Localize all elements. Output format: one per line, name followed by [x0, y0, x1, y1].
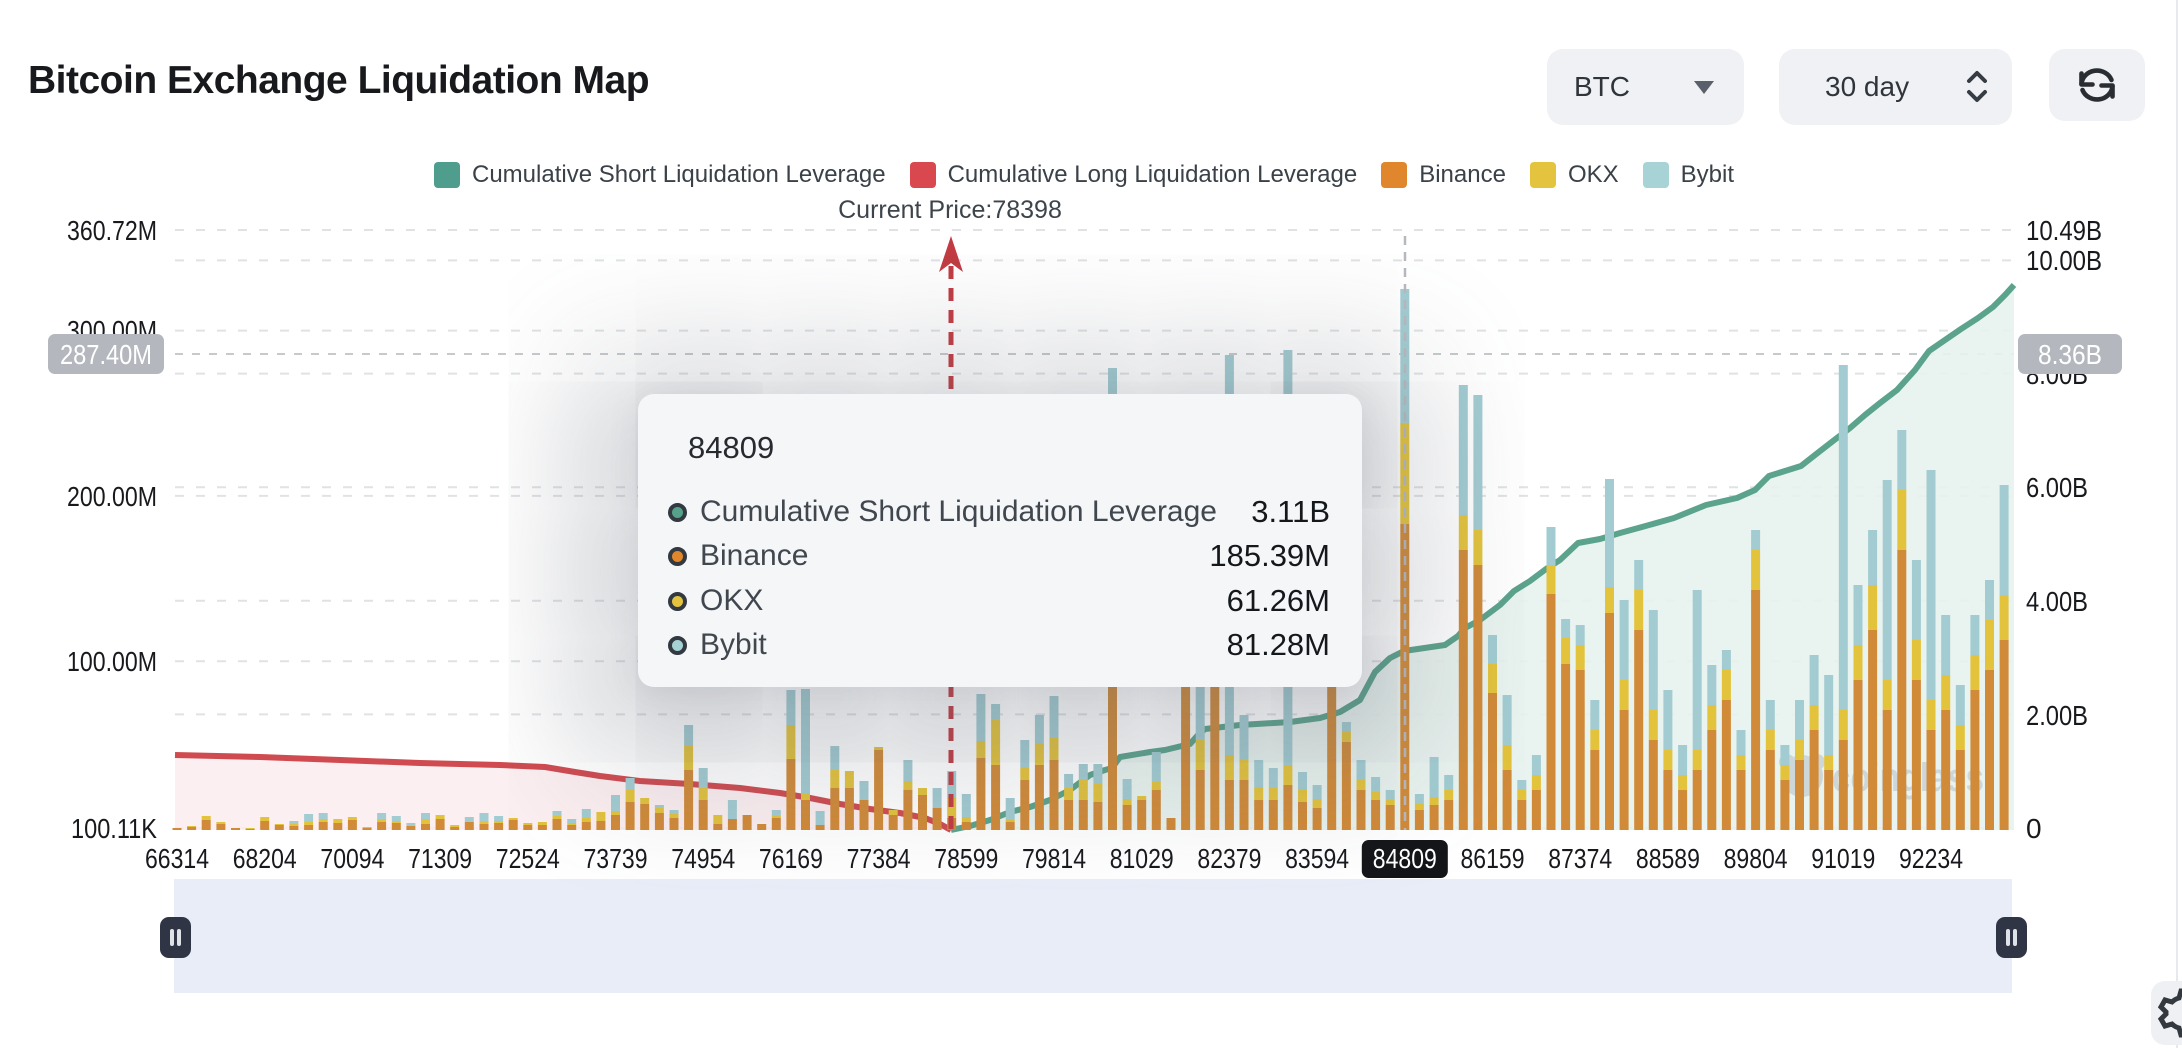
- svg-text:74954: 74954: [671, 843, 735, 874]
- svg-text:10.49B: 10.49B: [2026, 215, 2102, 246]
- svg-text:100.00M: 100.00M: [67, 646, 157, 677]
- svg-text:100.11K: 100.11K: [71, 813, 157, 844]
- svg-text:77384: 77384: [847, 843, 911, 874]
- svg-text:84809: 84809: [1373, 843, 1437, 874]
- svg-text:91019: 91019: [1811, 843, 1875, 874]
- svg-text:81029: 81029: [1110, 843, 1174, 874]
- svg-text:10.00B: 10.00B: [2026, 245, 2102, 276]
- svg-text:6.00B: 6.00B: [2026, 472, 2088, 503]
- svg-text:79814: 79814: [1022, 843, 1086, 874]
- svg-text:287.40M: 287.40M: [60, 339, 152, 370]
- svg-text:8.36B: 8.36B: [2038, 339, 2102, 370]
- svg-text:72524: 72524: [496, 843, 560, 874]
- svg-text:92234: 92234: [1899, 843, 1963, 874]
- svg-text:87374: 87374: [1548, 843, 1612, 874]
- svg-text:0: 0: [2026, 813, 2042, 844]
- svg-text:2.00B: 2.00B: [2026, 700, 2088, 731]
- svg-text:78599: 78599: [934, 843, 998, 874]
- svg-text:200.00M: 200.00M: [67, 481, 157, 512]
- svg-text:86159: 86159: [1461, 843, 1525, 874]
- svg-text:89804: 89804: [1724, 843, 1788, 874]
- svg-text:68204: 68204: [233, 843, 297, 874]
- svg-text:4.00B: 4.00B: [2026, 586, 2088, 617]
- svg-text:88589: 88589: [1636, 843, 1700, 874]
- svg-text:76169: 76169: [759, 843, 823, 874]
- svg-text:73739: 73739: [584, 843, 648, 874]
- svg-text:71309: 71309: [408, 843, 472, 874]
- svg-text:66314: 66314: [145, 843, 209, 874]
- svg-text:70094: 70094: [320, 843, 384, 874]
- svg-text:82379: 82379: [1197, 843, 1261, 874]
- svg-text:83594: 83594: [1285, 843, 1349, 874]
- svg-text:360.72M: 360.72M: [67, 215, 157, 246]
